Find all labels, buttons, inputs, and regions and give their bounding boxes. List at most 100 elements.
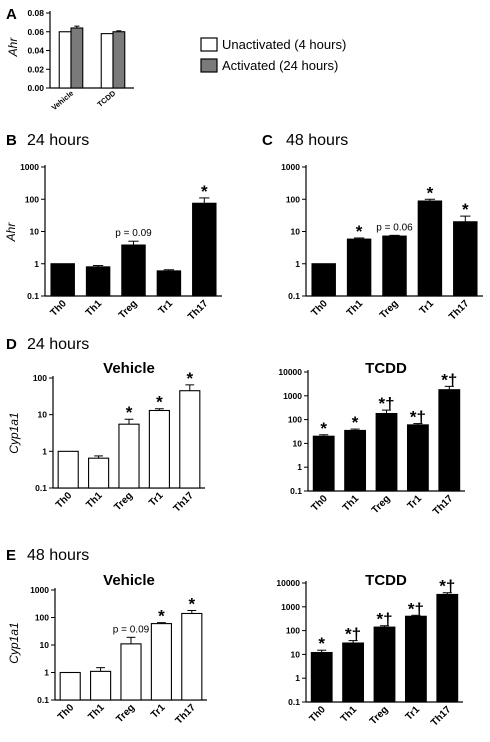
panel-e-tcdd: TCDD 0.1 1 10 100 1000 10000 Th0 * Th1 *† Treg *† Tr1… [276, 572, 463, 729]
y-tick-label: 1000 [283, 391, 302, 401]
x-tick-label: Treg [368, 704, 391, 727]
y-axis-label: Ahr [6, 37, 20, 58]
bar [192, 202, 217, 297]
y-tick-label: 10000 [278, 367, 302, 377]
x-tick-label: Th17 [174, 702, 199, 727]
bar [121, 244, 146, 297]
y-tick-label: 100 [286, 626, 300, 636]
significance-marker: * [126, 403, 133, 422]
bar [346, 238, 372, 297]
bar [417, 200, 443, 297]
x-tick-label: Th0 [307, 704, 328, 725]
y-tick-label: 0.08 [27, 8, 44, 18]
x-tick-label: Treg [378, 298, 401, 321]
bar [179, 390, 201, 489]
p-value-annotation: p = 0.09 [113, 624, 150, 635]
y-tick-label: 0.1 [35, 483, 47, 493]
x-tick-label: Treg [114, 702, 137, 725]
y-axis-label: Ahr [4, 222, 18, 243]
bar [344, 429, 367, 492]
significance-marker: *† [441, 370, 457, 389]
y-tick-label: 100 [33, 373, 47, 383]
panel-letter: C [262, 132, 273, 149]
bar [436, 593, 459, 703]
panel-d-tcdd: TCDD 0.1 1 10 100 1000 10000 Th0 * Th1 * Treg *† Tr1 *… [278, 360, 465, 518]
x-tick-label: Th1 [341, 493, 362, 514]
legend-swatch [200, 58, 218, 73]
x-tick-label: Th1 [345, 298, 366, 319]
bar [120, 643, 142, 701]
y-tick-label: 100 [288, 415, 302, 425]
bar [311, 263, 336, 297]
bar [310, 651, 333, 703]
y-tick-label: 1 [297, 462, 302, 472]
x-tick-label: Tr1 [418, 298, 437, 317]
panel-b: B 24 hours Ahr 0.1 1 10 100 1000 Th0 Th1 Treg p = 0… [4, 132, 222, 323]
legend-label: Activated (24 hours) [222, 58, 338, 73]
bar [156, 270, 182, 297]
y-tick-label: 1 [295, 259, 300, 269]
y-tick-label: 100 [286, 194, 300, 204]
significance-marker: *† [439, 577, 455, 596]
y-tick-label: 0.06 [27, 27, 44, 37]
x-tick-label: Th1 [84, 490, 105, 511]
bar [406, 424, 429, 492]
bar [90, 670, 112, 701]
x-tick-label: Th0 [309, 298, 330, 319]
y-tick-label: 0.1 [27, 291, 39, 301]
y-tick-label: 0.1 [37, 695, 49, 705]
panel-time-label: 24 hours [27, 336, 89, 353]
p-value-annotation: p = 0.09 [115, 228, 152, 239]
bar [342, 642, 365, 703]
y-tick-label: 100 [25, 194, 39, 204]
x-tick-label: Th0 [54, 490, 75, 511]
significance-marker: * [158, 607, 165, 626]
bar [148, 409, 170, 489]
bar [373, 626, 396, 703]
y-tick-label: 0.1 [288, 291, 300, 301]
y-tick-label: 0.02 [27, 64, 44, 74]
y-tick-label: 10 [293, 438, 303, 448]
panel-letter: E [6, 547, 16, 564]
x-tick-label: Th0 [56, 702, 77, 723]
x-tick-label: Tr1 [404, 704, 423, 723]
y-axis-label: Cyp1a1 [7, 622, 21, 663]
bar [150, 623, 172, 701]
x-tick-label: Vehicle [50, 89, 76, 113]
significance-marker: * [462, 200, 469, 219]
significance-marker: * [188, 594, 195, 613]
x-tick-label: TCDD [96, 88, 118, 109]
significance-marker: * [352, 413, 359, 432]
significance-marker: * [427, 183, 434, 202]
bar [453, 221, 478, 297]
bar [404, 615, 427, 703]
y-tick-label: 1 [42, 446, 47, 456]
panel-time-label: 48 hours [286, 132, 348, 149]
y-tick-label: 0.1 [288, 697, 300, 707]
panel-d-vehicle: D 24 hours Vehicle Cyp1a1 0.1 1 10 100 Th0 Th1 Tre… [6, 336, 205, 515]
x-tick-label: Th1 [339, 704, 360, 725]
panel-letter: B [6, 132, 17, 149]
significance-marker: *† [345, 625, 361, 644]
y-tick-label: 10 [38, 410, 48, 420]
y-tick-label: 10000 [276, 578, 300, 588]
y-tick-label: 10 [291, 227, 301, 237]
bar [112, 31, 126, 89]
y-tick-label: 100 [35, 613, 49, 623]
bar [70, 27, 84, 89]
significance-marker: * [156, 393, 163, 412]
x-tick-label: Th17 [429, 704, 454, 729]
y-tick-label: 10 [30, 227, 40, 237]
panel-letter: D [6, 336, 17, 353]
p-value-annotation: p = 0.06 [376, 222, 413, 233]
x-tick-label: Treg [370, 493, 393, 516]
bar [50, 263, 75, 297]
legend-label: Unactivated (4 hours) [222, 37, 346, 52]
panel-subtitle: Vehicle [103, 572, 155, 589]
significance-marker: * [186, 369, 193, 388]
significance-marker: * [356, 222, 363, 241]
significance-marker: * [201, 182, 208, 201]
panel-subtitle: TCDD [365, 360, 407, 377]
x-tick-label: Tr1 [149, 702, 168, 721]
